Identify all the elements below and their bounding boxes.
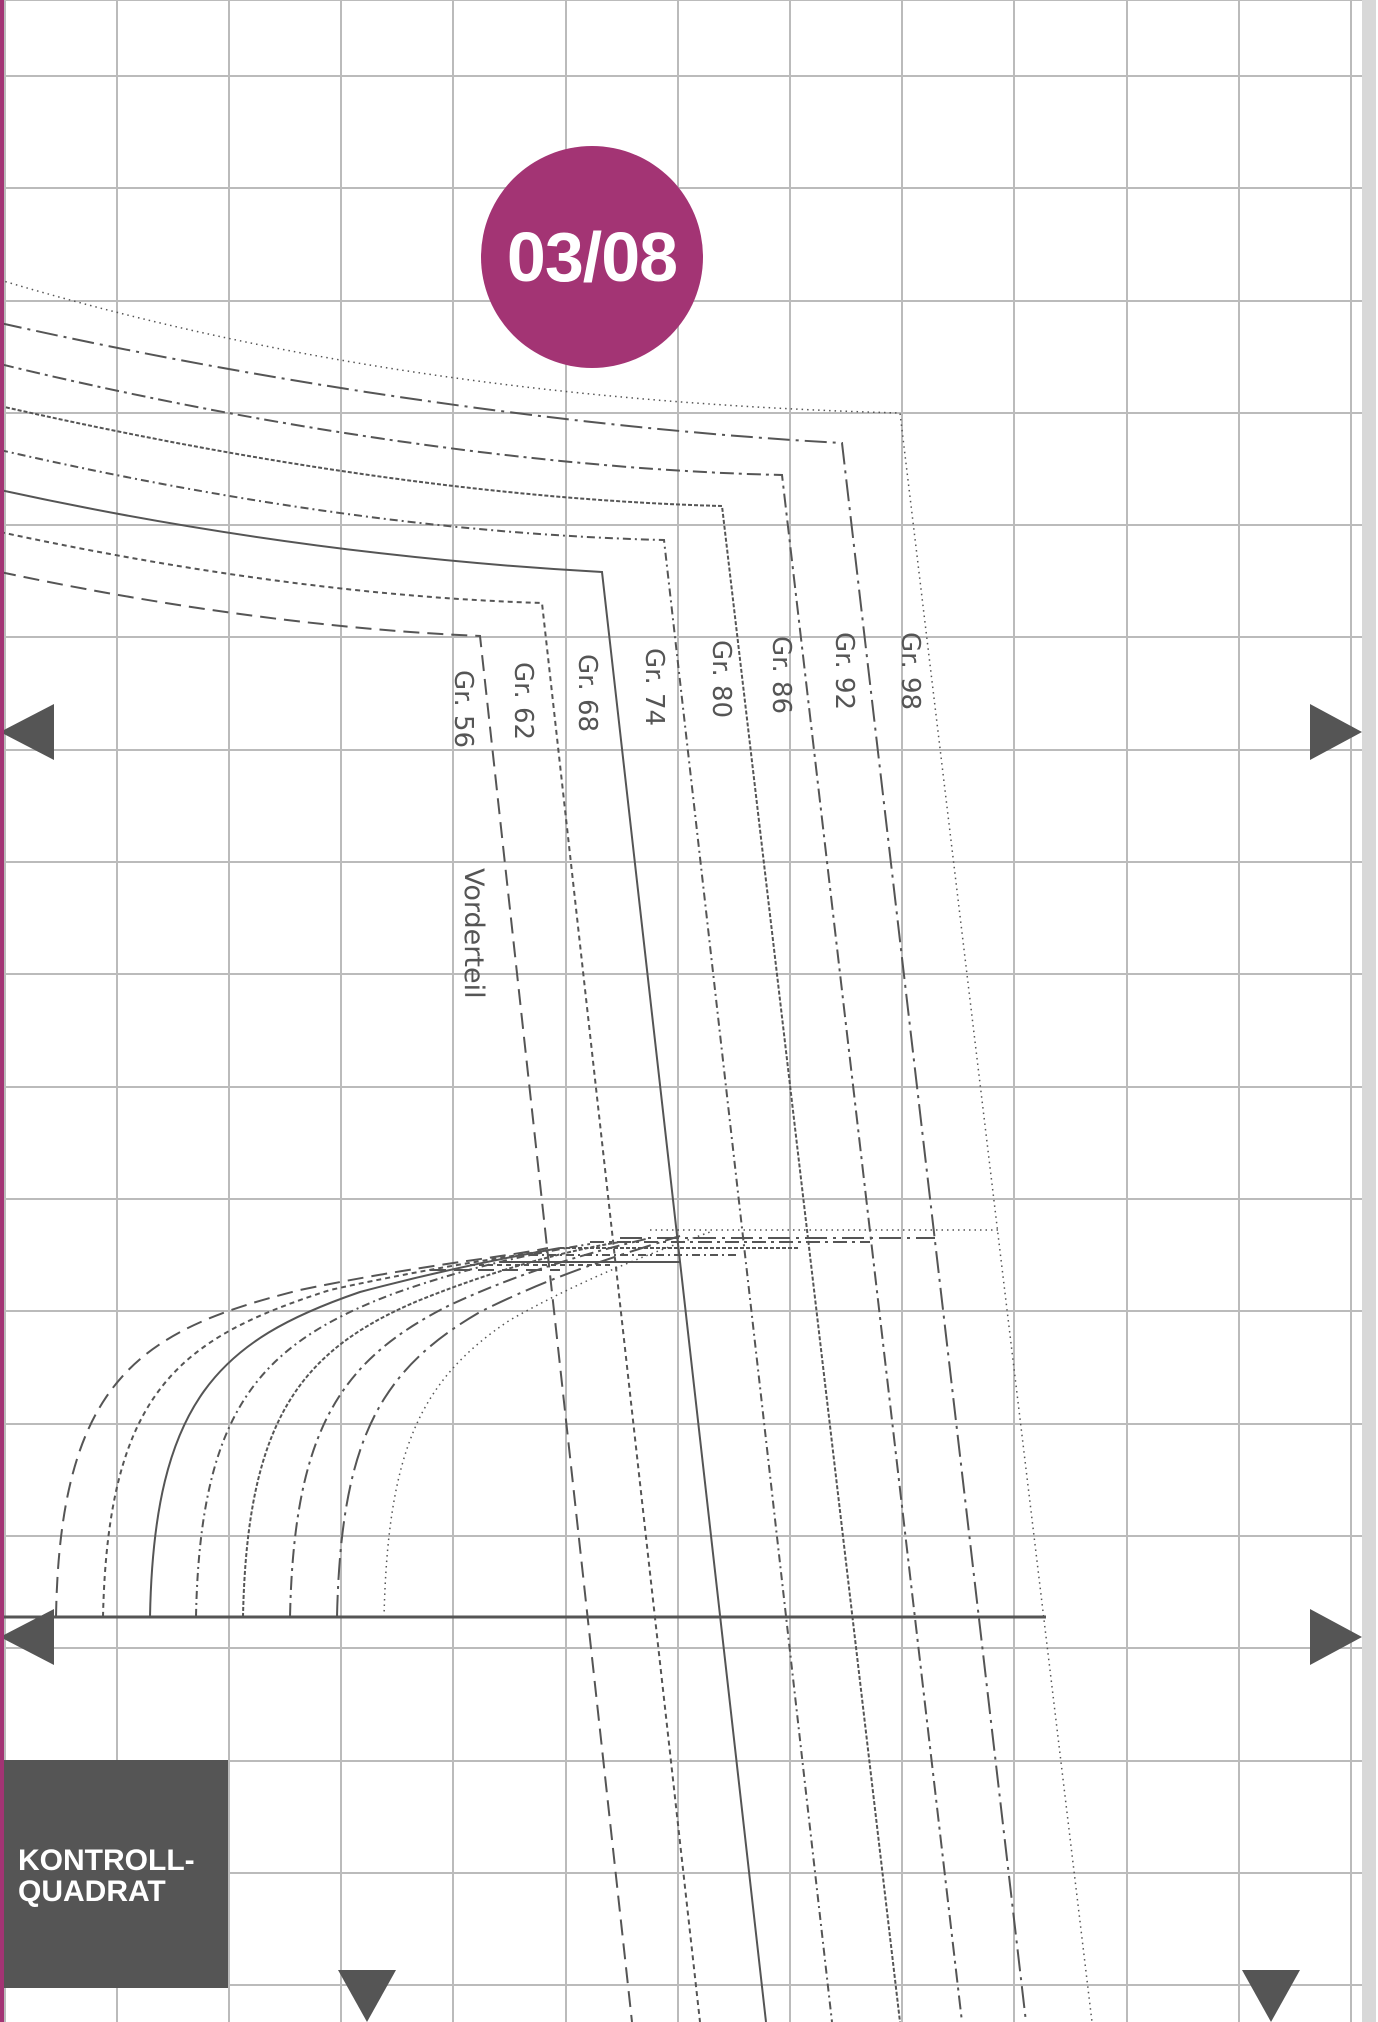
size-74-line [0,449,833,2022]
size-98-curve [383,1231,711,1618]
size-80-curve [242,1241,621,1618]
size-92-curve [336,1235,681,1618]
size-label: Gr. 56 [448,670,478,748]
size-label: Gr. 74 [639,648,669,726]
triangle-left-icon [0,1609,54,1665]
page-margin [1362,0,1376,2022]
size-62-line [0,531,701,2022]
size-label: Gr. 68 [572,654,602,732]
size-74-curve [195,1243,591,1618]
control-square-label: KONTROLL- QUADRAT [18,1844,195,1908]
size-86-line [0,363,963,2022]
size-label: Gr. 98 [895,632,925,710]
size-56-curve [55,1247,549,1618]
size-56-line [0,571,633,2022]
control-square: KONTROLL- QUADRAT [4,1760,228,1988]
triangle-left-icon [0,704,54,760]
triangle-right-icon [1310,704,1362,760]
size-68-line [0,489,767,2022]
triangle-right-icon [1310,1609,1362,1665]
page-number-badge: 03/08 [481,146,703,368]
size-86-curve [289,1237,651,1618]
size-label: Gr. 80 [706,640,736,718]
triangle-down-icon [338,1970,396,2022]
size-label: Gr. 62 [508,662,538,740]
triangle-down-icon [1242,1970,1300,2022]
size-92-line [0,322,1027,2022]
size-label: Gr. 92 [829,632,859,710]
page-number: 03/08 [506,218,678,296]
size-68-curve [149,1247,561,1618]
piece-label: Vorderteil [458,868,489,999]
page-edge-marker [0,0,4,2022]
size-62-curve [102,1249,551,1618]
size-80-line [0,405,901,2022]
size-label: Gr. 86 [766,636,796,714]
